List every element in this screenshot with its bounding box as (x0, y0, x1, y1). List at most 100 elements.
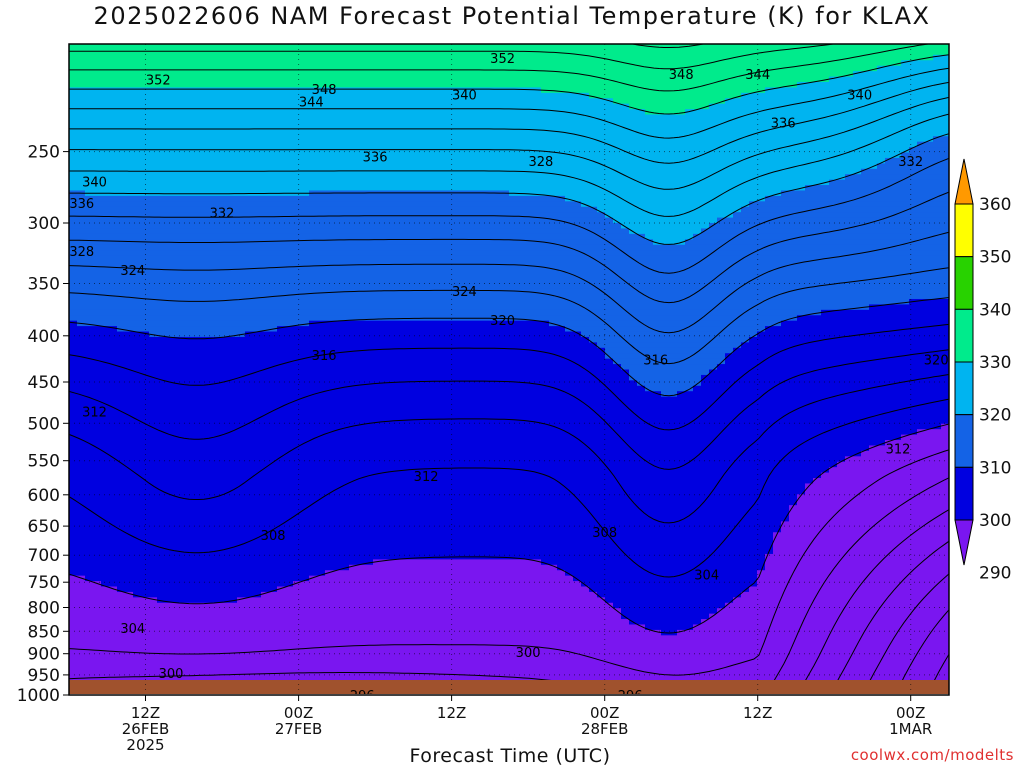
fill-cell (389, 629, 398, 636)
fill-cell (165, 515, 174, 522)
fill-cell (349, 206, 358, 213)
fill-cell (269, 358, 278, 365)
fill-cell (301, 288, 310, 295)
fill-cell (189, 331, 198, 338)
fill-cell (133, 136, 142, 143)
fill-cell (157, 44, 166, 51)
fill-cell (93, 255, 102, 262)
fill-cell (261, 130, 270, 137)
fill-cell (173, 152, 182, 159)
fill-cell (357, 168, 366, 175)
fill-cell (237, 575, 246, 582)
fill-cell (213, 288, 222, 295)
fill-cell (261, 152, 270, 159)
fill-cell (157, 201, 166, 208)
fill-cell (333, 526, 342, 533)
fill-cell (253, 185, 262, 192)
fill-cell (205, 98, 214, 105)
fill-cell (293, 608, 302, 615)
fill-cell (341, 261, 350, 268)
fill-cell (389, 119, 398, 126)
fill-cell (333, 44, 342, 51)
fill-cell (77, 136, 86, 143)
fill-cell (261, 44, 270, 51)
fill-cell (373, 667, 382, 674)
fill-cell (285, 553, 294, 560)
fill-cell (133, 304, 142, 311)
fill-cell (117, 391, 126, 398)
fill-cell (157, 157, 166, 164)
fill-cell (309, 667, 318, 674)
fill-cell (229, 662, 238, 669)
fill-cell (93, 174, 102, 181)
fill-cell (237, 255, 246, 262)
fill-cell (181, 478, 190, 485)
fill-cell (133, 179, 142, 186)
fill-cell (293, 456, 302, 463)
fill-cell (333, 342, 342, 349)
fill-cell (109, 60, 118, 67)
fill-cell (301, 114, 310, 121)
fill-cell (197, 374, 206, 381)
fill-cell (397, 244, 406, 251)
fill-cell (349, 98, 358, 105)
fill-cell (133, 76, 142, 83)
fill-cell (77, 662, 86, 669)
fill-cell (333, 244, 342, 251)
fill-cell (93, 456, 102, 463)
fill-cell (301, 92, 310, 99)
fill-cell (173, 434, 182, 441)
fill-cell (365, 136, 374, 143)
fill-cell (277, 613, 286, 620)
fill-cell (357, 564, 366, 571)
fill-cell (189, 608, 198, 615)
fill-cell (213, 342, 222, 349)
fill-cell (109, 537, 118, 544)
fill-cell (341, 174, 350, 181)
fill-cell (317, 667, 326, 674)
fill-cell (341, 304, 350, 311)
fill-cell (85, 380, 94, 387)
fill-cell (349, 608, 358, 615)
fill-cell (365, 380, 374, 387)
fill-cell (245, 92, 254, 99)
fill-cell (165, 119, 174, 126)
fill-cell (373, 336, 382, 343)
fill-cell (173, 119, 182, 126)
fill-cell (245, 364, 254, 371)
fill-cell (221, 119, 230, 126)
fill-cell (77, 212, 86, 219)
fill-cell (69, 271, 78, 278)
fill-cell (109, 380, 118, 387)
fill-cell (301, 478, 310, 485)
fill-cell (253, 532, 262, 539)
fill-cell (325, 402, 334, 409)
fill-cell (261, 391, 270, 398)
fill-cell (117, 602, 126, 609)
fill-cell (141, 54, 150, 61)
fill-cell (357, 640, 366, 647)
fill-cell (261, 494, 270, 501)
fill-cell (197, 217, 206, 224)
fill-cell (397, 277, 406, 284)
fill-cell (389, 304, 398, 311)
fill-cell (93, 320, 102, 327)
fill-cell (373, 640, 382, 647)
fill-cell (285, 543, 294, 550)
fill-cell (301, 336, 310, 343)
fill-cell (157, 396, 166, 403)
fill-cell (109, 261, 118, 268)
fill-cell (261, 336, 270, 343)
fill-cell (77, 293, 86, 300)
fill-cell (309, 369, 318, 376)
fill-cell (213, 602, 222, 609)
fill-cell (365, 429, 374, 436)
fill-cell (221, 657, 230, 664)
fill-cell (205, 591, 214, 598)
fill-cell (253, 206, 262, 213)
fill-cell (293, 505, 302, 512)
fill-cell (229, 54, 238, 61)
fill-cell (365, 456, 374, 463)
fill-cell (325, 315, 334, 322)
fill-cell (93, 233, 102, 240)
